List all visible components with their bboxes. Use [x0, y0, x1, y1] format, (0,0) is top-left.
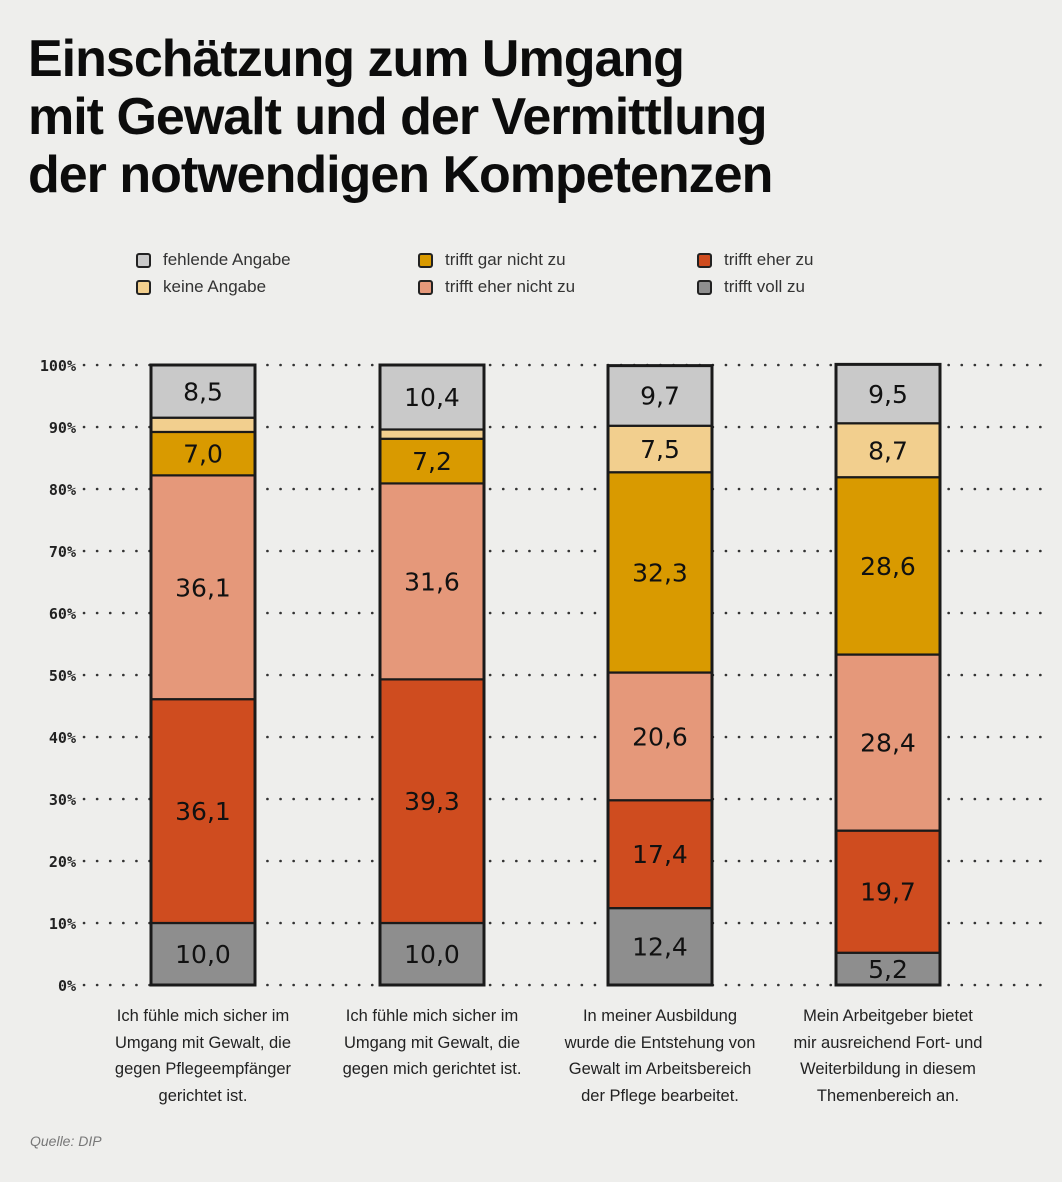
data-label: 31,6 [404, 567, 460, 596]
legend-item: keine Angabe [136, 277, 266, 297]
bar-segment [149, 474, 257, 701]
legend-item: trifft eher nicht zu [418, 277, 575, 297]
data-label: 8,7 [868, 436, 908, 465]
bar-category-label-line: gegen Pflegeempfänger [114, 1060, 292, 1078]
bar-outline [378, 363, 486, 987]
chart-title-line: mit Gewalt und der Vermittlung [28, 88, 768, 146]
bar-segment [606, 907, 714, 987]
y-tick-label: 40% [49, 729, 76, 747]
data-label: 7,5 [640, 435, 680, 464]
bar-category-label-line: In meiner Ausbildung [582, 1007, 738, 1025]
bar-category-label-line: Ich fühle mich sicher im [116, 1007, 290, 1025]
bar-segment [378, 482, 486, 681]
data-label: 32,3 [632, 558, 688, 587]
data-label: 10,4 [404, 383, 460, 412]
legend-label: keine Angabe [163, 277, 267, 296]
data-label: 39,3 [404, 787, 460, 816]
y-tick-label: 100% [40, 357, 76, 375]
bar-category-label: In meiner Ausbildung wurde die Entstehung… [555, 1003, 765, 1109]
legend-item: fehlende Angabe [136, 250, 291, 270]
bar-segment [149, 698, 257, 925]
bar-segment [834, 363, 942, 425]
y-tick-label: 30% [49, 791, 76, 809]
bar-outline [606, 364, 714, 987]
data-label: 10,0 [404, 940, 460, 969]
legend-label: trifft voll zu [724, 277, 805, 296]
bar-category-label-line: Weiterbildung in diesem [800, 1060, 976, 1078]
data-label: 12,4 [632, 933, 688, 962]
source-note: Quelle: DIP [30, 1133, 102, 1149]
data-label: 28,6 [860, 552, 916, 581]
legend-swatch [136, 279, 151, 295]
data-label: 36,1 [175, 797, 231, 826]
bar-segment [834, 476, 942, 656]
bar-category-label-line: Umgang mit Gewalt, die [114, 1033, 292, 1052]
data-label: 17,4 [632, 840, 688, 869]
bar-category-label-line: mir ausreichend Fort- und [793, 1033, 983, 1052]
data-label: 10,0 [175, 940, 231, 969]
data-label: 19,7 [860, 878, 916, 907]
bar-category-label: Ich fühle mich sicher im Umgang mit Gewal… [98, 1003, 308, 1109]
legend-item: trifft eher zu [697, 250, 813, 270]
y-tick-label: 90% [49, 419, 76, 437]
bar-outline [149, 363, 257, 987]
bar-segment [378, 678, 486, 925]
bar-category-label-line: der Pflege bearbeitet. [581, 1086, 739, 1105]
bar-segment [378, 363, 486, 431]
data-label: 7,2 [412, 447, 452, 476]
bar-segment [149, 363, 257, 419]
bar-category-label: Ich fühle mich sicher im Umgang mit Gewal… [327, 1003, 537, 1083]
legend-label: trifft eher nicht zu [445, 277, 576, 296]
chart-title: Einschätzung zum Umgang mit Gewalt und d… [28, 30, 1028, 204]
data-label: 8,5 [183, 377, 223, 406]
y-tick-label: 50% [49, 667, 76, 685]
data-label: 28,4 [860, 729, 916, 758]
y-tick-label: 70% [49, 543, 76, 561]
bar-category-label-line: Themenbereich an. [816, 1086, 960, 1105]
bar-outline [834, 362, 942, 987]
legend-swatch [697, 252, 712, 268]
legend-swatch [418, 279, 433, 295]
bar-category-label-line: wurde die Entstehung von [564, 1033, 756, 1052]
y-tick-label: 10% [49, 915, 76, 933]
legend-label: fehlende Angabe [163, 250, 291, 269]
data-label: 9,7 [640, 382, 680, 411]
bar-category-label: Mein Arbeitgeber bietet mir ausreichend F… [783, 1003, 993, 1109]
y-tick-label: 60% [49, 605, 76, 623]
bar-category-label-line: Ich fühle mich sicher im [345, 1007, 519, 1025]
y-tick-label: 20% [49, 853, 76, 871]
chart-title-line: Einschätzung zum Umgang [28, 30, 685, 88]
y-tick-label: 80% [49, 481, 76, 499]
data-label: 36,1 [175, 573, 231, 602]
bar-segment [149, 416, 257, 434]
legend-label: trifft gar nicht zu [445, 250, 566, 269]
chart-title-line: der notwendigen Kompetenzen [28, 146, 773, 204]
legend-swatch [697, 279, 712, 295]
y-tick-label: 0% [58, 977, 76, 995]
bar-segment [378, 437, 486, 485]
bar-segment [149, 430, 257, 477]
legend-label: trifft eher zu [724, 250, 814, 269]
bar-category-label-line: Gewalt im Arbeitsbereich [568, 1060, 752, 1078]
legend-item: trifft gar nicht zu [418, 250, 566, 270]
bar-category-label-line: Mein Arbeitgeber bietet [803, 1007, 973, 1025]
data-label: 7,0 [183, 440, 223, 469]
data-label: 9,5 [868, 380, 908, 409]
legend-item: trifft voll zu [697, 277, 805, 297]
legend-swatch [136, 252, 151, 268]
data-label: 20,6 [632, 722, 688, 751]
bar-category-label-line: gerichtet ist. [158, 1086, 248, 1105]
bar-category-label-line: Umgang mit Gewalt, die [343, 1033, 521, 1052]
data-label: 5,2 [868, 955, 908, 984]
bar-segment [378, 428, 486, 440]
bar-category-label-line: gegen mich gerichtet ist. [342, 1060, 522, 1078]
legend-swatch [418, 252, 433, 268]
bar-segment [606, 671, 714, 802]
bar-segment [834, 829, 942, 954]
